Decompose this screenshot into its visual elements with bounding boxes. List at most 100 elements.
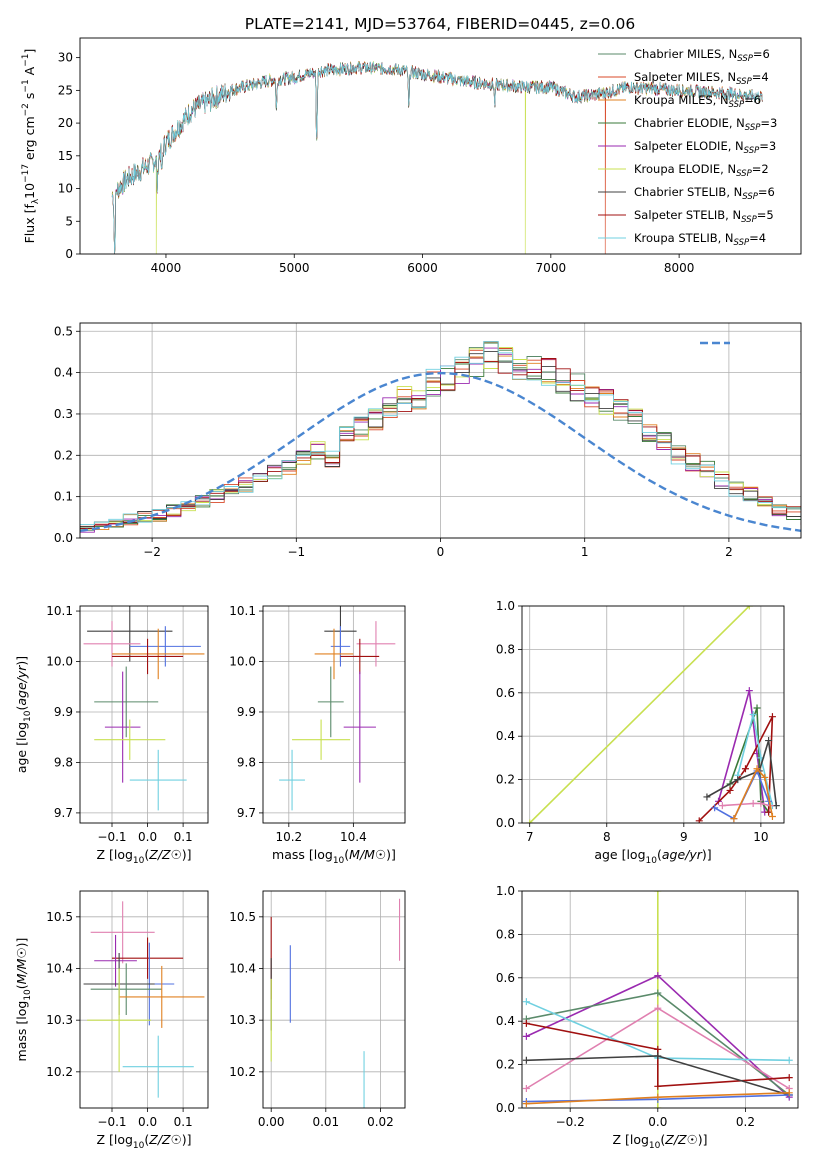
y-tick-label: 10.4 (229, 962, 256, 976)
x-tick-label: 0.2 (736, 1115, 755, 1129)
plot-frame (79, 890, 209, 1109)
legend-count: =4 (752, 70, 769, 84)
x-axis-label-part: age [log (594, 847, 645, 862)
x-axis-label: Z [log10(Z/Z☉)] (612, 1132, 707, 1151)
x-tick-label: 2 (725, 545, 733, 559)
x-axis-label-part: Z [log (96, 1132, 132, 1147)
x-axis-label-part: )] (182, 847, 192, 862)
weight-marker (734, 776, 742, 784)
y-tick-label: 0.0 (54, 531, 73, 545)
y-tick-label: 9.7 (237, 806, 256, 820)
x-axis-label-part: Z/Z☉ (148, 1132, 182, 1147)
legend-text: Salpeter STELIB, N (634, 208, 741, 222)
weight-lines-7 (522, 891, 793, 1108)
y-axis-label-part: −2 (21, 103, 31, 116)
y-tick-label: 0.4 (496, 1014, 515, 1028)
legend-text: Chabrier ELODIE, N (634, 116, 745, 130)
figure-title: PLATE=2141, MJD=53764, FIBERID=0445, z=0… (245, 15, 635, 33)
y-tick-label: 0.8 (496, 927, 515, 941)
x-tick-label: 0.0 (138, 1115, 157, 1129)
weight-marker (654, 1004, 662, 1012)
x-axis-label-part: ( (344, 847, 349, 862)
hist-series-kroupa_miles (80, 355, 801, 531)
axis-labels-2: Z [log10(Z/Z☉)]age [log10(age/yr)] (14, 656, 192, 866)
plot-frame (79, 322, 802, 539)
x-axis-label-part: Z [log (612, 1132, 648, 1147)
y-axis-label-part: age/yr (14, 665, 29, 706)
x-axis-label-part: 10 (649, 1141, 661, 1151)
y-axis-label-part: s (22, 93, 37, 104)
y-tick-label: 9.9 (237, 705, 256, 719)
weight-marker (730, 815, 738, 823)
legend-sub: SSP (734, 238, 750, 248)
y-tick-label: 0.0 (496, 816, 515, 830)
legend-text: Kroupa MILES, N (634, 93, 729, 107)
x-axis-label-part: 10 (646, 856, 658, 866)
errorbars-3 (279, 606, 396, 811)
weight-marker (654, 1052, 662, 1060)
y-axis-label-part: ( (14, 706, 29, 711)
y-tick-label: 9.7 (54, 806, 73, 820)
weight-marker (522, 1100, 530, 1108)
legend-label-7: Salpeter STELIB, NSSP=5 (634, 208, 774, 225)
weight-marker (654, 989, 662, 997)
weight-marker (741, 765, 749, 773)
weight-series-kroupa_elodie (529, 606, 750, 823)
legend-sub: SSP (736, 169, 752, 179)
plot-frame (262, 605, 406, 824)
y-tick-label: 0.1 (54, 490, 73, 504)
weight-marker (654, 1093, 662, 1101)
legend-count: =3 (760, 116, 777, 130)
weight-marker (522, 1084, 530, 1092)
weight-marker (522, 1019, 530, 1027)
x-tick-label: −0.2 (556, 1115, 585, 1129)
axes-5: −0.1 0.0 0.1 10.2 10.3 10.4 10.5 (46, 891, 208, 1129)
y-tick-label: 10.3 (229, 1013, 256, 1027)
weight-marker (785, 1056, 793, 1064)
weight-marker (765, 737, 773, 745)
x-axis-label-part: )] (702, 847, 712, 862)
y-tick-label: 10.1 (46, 604, 73, 618)
axes-6: 0.00 0.01 0.02 10.2 10.3 10.4 10.5 (229, 891, 405, 1129)
y-tick-label: 0.0 (496, 1101, 515, 1115)
y-tick-label: 25 (58, 83, 73, 97)
gaussian-curve (80, 371, 801, 532)
x-axis-label-part: Z/Z☉ (148, 847, 182, 862)
legend-count: =3 (759, 139, 776, 153)
legend-count: =2 (752, 162, 769, 176)
y-tick-label: 10.3 (46, 1013, 73, 1027)
legend-text: Chabrier STELIB, N (634, 185, 742, 199)
weight-marker (785, 1074, 793, 1082)
axes-2: −0.1 0.0 0.1 9.7 9.8 9.9 10.0 10.1 (46, 604, 208, 844)
y-tick-label: 0.2 (496, 773, 515, 787)
legend-text: Kroupa STELIB, N (634, 231, 734, 245)
weight-marker (749, 799, 757, 807)
x-tick-label: 0.1 (174, 830, 193, 844)
y-tick-label: 0.3 (54, 407, 73, 421)
weight-series-pink (722, 802, 771, 807)
weight-lines-4 (526, 606, 780, 823)
weight-marker (522, 998, 530, 1006)
x-tick-label: −2 (143, 545, 161, 559)
x-axis-label-part: mass [log (272, 847, 333, 862)
legend-label-5: Kroupa ELODIE, NSSP=2 (634, 162, 769, 179)
x-tick-label: 9 (680, 830, 688, 844)
x-axis-label: Z [log10(Z/Z☉)] (96, 847, 191, 866)
x-axis-label-part: ( (657, 847, 662, 862)
y-tick-label: 10.5 (229, 910, 256, 924)
legend-label-6: Chabrier STELIB, NSSP=6 (634, 185, 775, 202)
weight-marker (654, 891, 662, 895)
weight-marker (718, 802, 726, 810)
weight-marker (757, 799, 765, 807)
y-axis-label-part: 10 (23, 710, 33, 722)
legend-sub: SSP (745, 123, 761, 133)
weight-marker (726, 786, 734, 794)
weight-marker (703, 793, 711, 801)
legend-sub: SSP (729, 100, 745, 110)
x-tick-label: 0.0 (648, 1115, 667, 1129)
axis-labels-5: Z [log10(Z/Z☉)]mass [log10(M/M☉)] (14, 938, 192, 1151)
x-tick-label: 0.1 (174, 1115, 193, 1129)
x-tick-label: 6000 (407, 261, 438, 275)
y-axis-label-part: A (22, 66, 37, 79)
